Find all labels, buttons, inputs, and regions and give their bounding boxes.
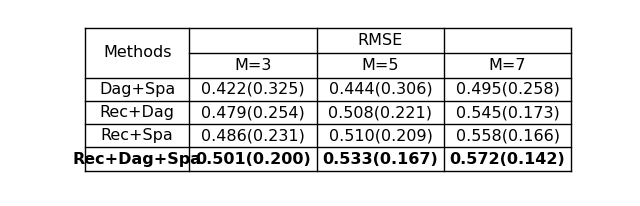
Text: Rec+Dag+Spa: Rec+Dag+Spa (73, 152, 202, 167)
Text: 0.508(0.221): 0.508(0.221) (328, 105, 433, 120)
Text: 0.533(0.167): 0.533(0.167) (323, 152, 438, 167)
Text: RMSE: RMSE (358, 33, 403, 48)
Text: Rec+Spa: Rec+Spa (101, 128, 173, 143)
Text: 0.501(0.200): 0.501(0.200) (195, 152, 311, 167)
Text: M=7: M=7 (489, 58, 526, 73)
Text: 0.510(0.209): 0.510(0.209) (328, 128, 433, 143)
Text: 0.572(0.142): 0.572(0.142) (450, 152, 566, 167)
Text: 0.495(0.258): 0.495(0.258) (456, 82, 559, 97)
Text: 0.479(0.254): 0.479(0.254) (201, 105, 305, 120)
Text: Rec+Dag: Rec+Dag (100, 105, 175, 120)
Text: 0.444(0.306): 0.444(0.306) (329, 82, 432, 97)
Text: 0.486(0.231): 0.486(0.231) (201, 128, 305, 143)
Text: 0.422(0.325): 0.422(0.325) (202, 82, 305, 97)
Text: M=5: M=5 (362, 58, 399, 73)
Text: 0.558(0.166): 0.558(0.166) (456, 128, 559, 143)
Text: Methods: Methods (103, 45, 172, 60)
Text: 0.545(0.173): 0.545(0.173) (456, 105, 559, 120)
Text: M=3: M=3 (234, 58, 272, 73)
Text: Dag+Spa: Dag+Spa (99, 82, 175, 97)
